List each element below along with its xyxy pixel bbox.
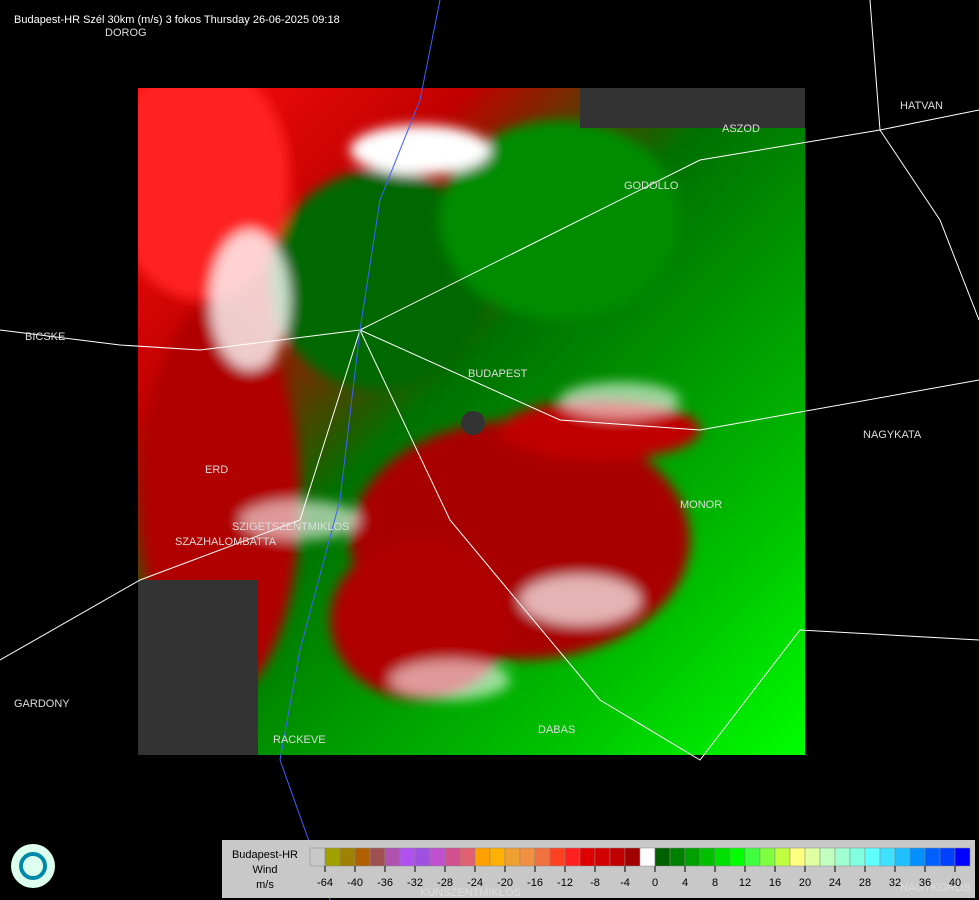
- place-label: GODOLLO: [624, 180, 679, 192]
- legend-tick-label: -4: [620, 877, 630, 889]
- legend-swatch: [324, 847, 341, 867]
- legend-swatch: [534, 847, 551, 867]
- legend-tick-label: 4: [682, 877, 688, 889]
- legend-swatch: [864, 847, 881, 867]
- legend-swatch: [894, 847, 911, 867]
- legend-swatch: [849, 847, 866, 867]
- legend-swatch: [909, 847, 926, 867]
- legend-tick-label: 28: [859, 877, 871, 889]
- place-label: NAGYKATA: [863, 429, 922, 441]
- place-label: DOROG: [105, 27, 147, 39]
- river: [279, 0, 441, 900]
- legend-swatch: [879, 847, 896, 867]
- legend-swatch: [684, 847, 701, 867]
- legend-tick-label: 12: [739, 877, 751, 889]
- legend-swatch: [744, 847, 761, 867]
- legend-tick-label: -16: [527, 877, 543, 889]
- legend-tick-label: -64: [317, 877, 333, 889]
- logo: [11, 844, 55, 888]
- legend-swatch: [804, 847, 821, 867]
- legend-swatch: [429, 847, 446, 867]
- legend-text: Wind: [252, 864, 277, 876]
- legend-tick-label: -12: [557, 877, 573, 889]
- legend-swatch: [459, 847, 476, 867]
- legend-swatch: [924, 847, 941, 867]
- legend-tick-label: 16: [769, 877, 781, 889]
- legend-swatch: [339, 847, 356, 867]
- place-label: SZIGETSZENTMIKLOS: [232, 521, 349, 533]
- legend-swatch: [594, 847, 611, 867]
- place-label: DABAS: [538, 724, 575, 736]
- place-label: GARDONY: [14, 698, 70, 710]
- legend-tick-label: -28: [437, 877, 453, 889]
- place-label: ASZOD: [722, 123, 760, 135]
- place-label: ERD: [205, 464, 228, 476]
- legend-swatch: [549, 847, 566, 867]
- place-label: SZAZHALOMBATTA: [175, 536, 277, 548]
- legend-tick-label: -8: [590, 877, 600, 889]
- legend-tick-label: 0: [652, 877, 658, 889]
- legend-swatch: [954, 847, 971, 867]
- legend-swatch: [309, 847, 326, 867]
- legend-swatch: [729, 847, 746, 867]
- legend-tick-label: 36: [919, 877, 931, 889]
- legend-swatch: [609, 847, 626, 867]
- place-label: KUNSZENTMIKLOS: [420, 887, 521, 899]
- legend-swatch: [759, 847, 776, 867]
- legend-tick-label: -24: [467, 877, 483, 889]
- legend-swatch: [444, 847, 461, 867]
- legend-tick-label: 8: [712, 877, 718, 889]
- legend-swatch: [369, 847, 386, 867]
- place-label: HATVAN: [900, 100, 943, 112]
- legend-swatch: [519, 847, 536, 867]
- legend-text: Budapest-HR: [232, 849, 298, 861]
- legend-swatch: [714, 847, 731, 867]
- legend-swatch: [474, 847, 491, 867]
- legend-swatch: [669, 847, 686, 867]
- legend-swatch: [564, 847, 581, 867]
- place-label: NAGYKOROS: [900, 882, 971, 894]
- legend-tick-label: 40: [949, 877, 961, 889]
- place-label: MONOR: [680, 499, 722, 511]
- place-label: BUDAPEST: [468, 368, 528, 380]
- legend-swatch: [579, 847, 596, 867]
- legend-tick-label: 20: [799, 877, 811, 889]
- legend-swatch: [654, 847, 671, 867]
- legend-swatch: [414, 847, 431, 867]
- legend-swatch: [504, 847, 521, 867]
- radar-field: [138, 88, 805, 755]
- legend-swatch: [939, 847, 956, 867]
- legend-swatch: [384, 847, 401, 867]
- place-label: RACKEVE: [273, 734, 326, 746]
- roads: [0, 0, 979, 761]
- legend-swatch: [624, 847, 641, 867]
- legend-swatch: [399, 847, 416, 867]
- legend-tick-label: -36: [377, 877, 393, 889]
- legend-tick-label: 24: [829, 877, 841, 889]
- legend-swatch: [639, 847, 656, 867]
- legend-tick-label: -32: [407, 877, 423, 889]
- legend-swatch: [489, 847, 506, 867]
- legend-tick-label: -20: [497, 877, 513, 889]
- legend-swatch: [774, 847, 791, 867]
- legend-tick-label: -40: [347, 877, 363, 889]
- title: Budapest-HR Szél 30km (m/s) 3 fokos Thur…: [14, 14, 340, 26]
- legend-tick-label: 32: [889, 877, 901, 889]
- legend-swatch: [699, 847, 716, 867]
- legend-swatch: [354, 847, 371, 867]
- legend-text: m/s: [256, 879, 274, 891]
- logo-mark: [19, 852, 47, 880]
- legend-swatch: [819, 847, 836, 867]
- legend-swatch: [834, 847, 851, 867]
- place-label: BICSKE: [25, 331, 65, 343]
- legend-swatch: [789, 847, 806, 867]
